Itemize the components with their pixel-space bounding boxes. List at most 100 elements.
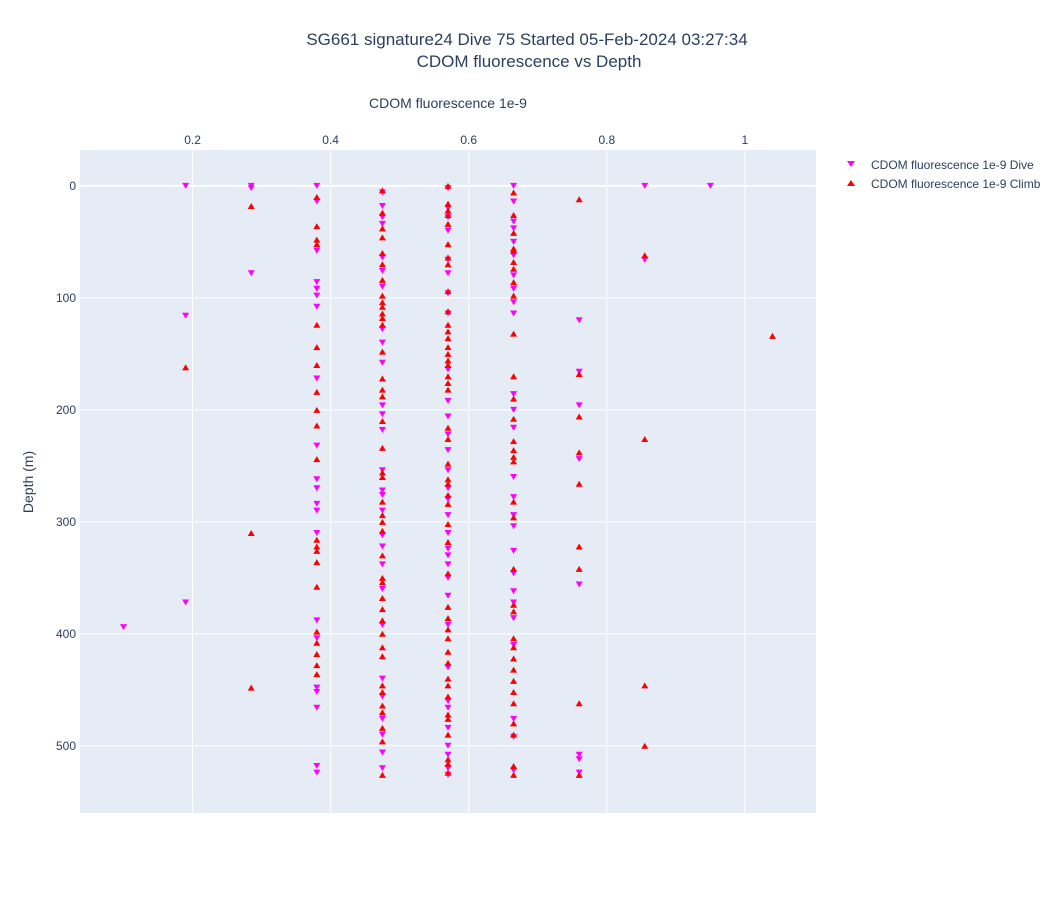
climb-point [313,406,321,413]
climb-point [510,447,518,454]
dive-point [378,487,386,494]
dive-point [510,238,518,245]
climb-point [444,207,452,214]
climb-point [510,453,518,460]
climb-point [769,332,777,339]
climb-point [510,189,518,196]
dive-point [706,182,714,189]
climb-point [641,742,649,749]
climb-point [444,476,452,483]
climb-point [378,234,386,241]
climb-point [510,458,518,465]
climb-point [378,771,386,778]
climb-point [641,435,649,442]
climb-point [444,648,452,655]
dive-point [444,742,452,749]
climb-point [444,626,452,633]
climb-point [378,653,386,660]
y-tick-label: 300 [56,515,76,529]
dive-point [510,198,518,205]
dive-point [378,491,386,498]
y-tick-label: 100 [56,291,76,305]
climb-point [313,236,321,243]
dive-point [510,225,518,232]
dive-point [378,731,386,738]
climb-point [378,250,386,257]
climb-point [378,469,386,476]
climb-point [444,386,452,393]
legend-item-dive[interactable]: CDOM fluorescence 1e-9 Dive [847,158,1034,172]
dive-point [510,391,518,398]
climb-point [313,223,321,230]
climb-point [510,731,518,738]
y-axis-title: Depth (m) [20,451,36,513]
x-tick-label: 0.8 [598,133,615,147]
dive-point [510,715,518,722]
dive-point [182,312,190,319]
climb-point [378,738,386,745]
climb-point [313,628,321,635]
dive-point [444,467,452,474]
climb-point [510,247,518,254]
dive-point [313,476,321,483]
dive-point [510,424,518,431]
climb-point [575,196,583,203]
climb-point [444,335,452,342]
dive-point [641,182,649,189]
climb-point [444,379,452,386]
dive-point [510,494,518,501]
climb-point [510,608,518,615]
climb-point [378,606,386,613]
dive-point [444,270,452,277]
climb-point [444,715,452,722]
climb-point [510,415,518,422]
y-tick-label: 0 [69,179,76,193]
climb-point [313,321,321,328]
dive-point [378,267,386,274]
climb-point [510,565,518,572]
climb-point [510,601,518,608]
dive-point [510,523,518,530]
climb-point [444,357,452,364]
climb-point [510,762,518,769]
climb-point [444,344,452,351]
climb-point [378,299,386,306]
dive-point [575,456,583,463]
climb-point [444,500,452,507]
x-tick-label: 0.6 [460,133,477,147]
climb-point [510,265,518,272]
dive-point [510,285,518,292]
chart-subtitle: CDOM fluorescence vs Depth [417,52,642,71]
dive-point [182,182,190,189]
climb-point [378,617,386,624]
climb-point [575,480,583,487]
legend-item-climb[interactable]: CDOM fluorescence 1e-9 Climb [847,177,1041,191]
climb-point [510,211,518,218]
climb-point [510,330,518,337]
legend-marker-climb [847,180,855,186]
climb-point [444,362,452,369]
y-tick-label: 200 [56,403,76,417]
climb-point [444,769,452,776]
climb-point [444,460,452,467]
climb-point [444,635,452,642]
climb-point [313,194,321,201]
climb-point [378,579,386,586]
x-axis-title: CDOM fluorescence 1e-9 [369,95,527,111]
climb-point [247,684,255,691]
climb-point [313,671,321,678]
climb-point [378,709,386,716]
climb-point [378,276,386,283]
climb-point [313,662,321,669]
climb-point [378,444,386,451]
dive-point [313,530,321,537]
climb-point [444,615,452,622]
dive-point [313,769,321,776]
climb-point [313,344,321,351]
dive-point [378,202,386,209]
dive-point [378,586,386,593]
climb-point [444,693,452,700]
dive-point [444,704,452,711]
dive-point [313,279,321,286]
